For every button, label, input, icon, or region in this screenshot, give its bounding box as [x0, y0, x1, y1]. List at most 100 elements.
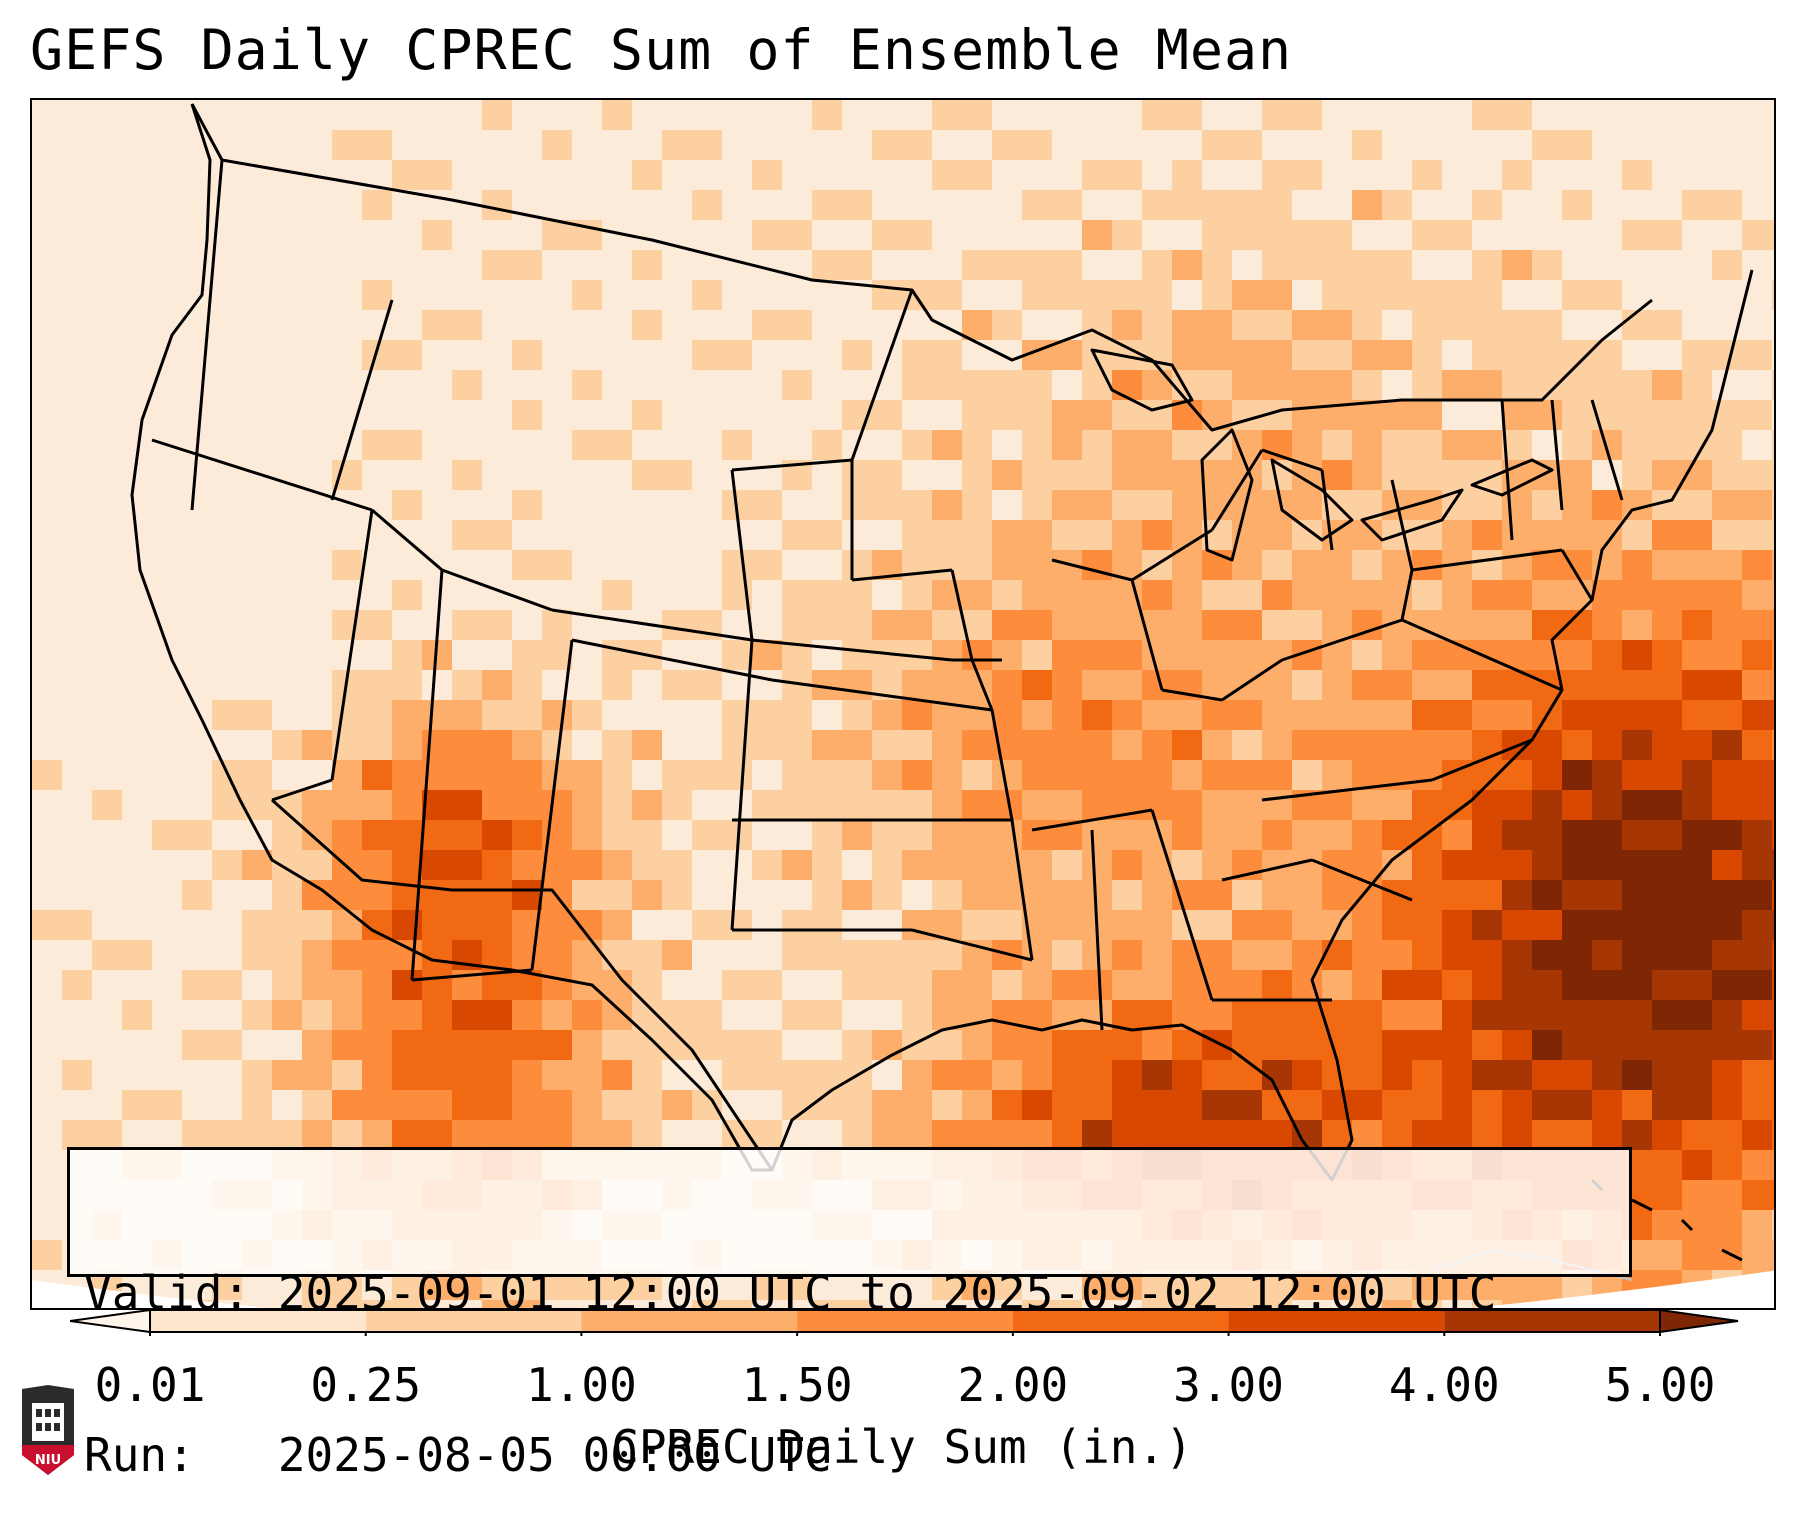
precip-cell — [692, 1300, 722, 1308]
precip-cell — [1412, 1060, 1442, 1090]
precip-cell — [1112, 940, 1142, 970]
precip-cell — [572, 760, 602, 790]
precip-cell — [1652, 820, 1682, 850]
precip-cell — [1142, 190, 1172, 220]
colorbar-label: CPREC Daily Sum (in.) — [611, 1420, 1193, 1474]
precip-cell — [1442, 580, 1472, 610]
precip-cell — [1232, 1000, 1262, 1030]
precip-cell — [842, 1120, 872, 1150]
precip-cell — [1742, 1120, 1772, 1150]
precip-cell — [812, 760, 842, 790]
precip-cell — [242, 1120, 272, 1150]
precip-cell — [1742, 820, 1772, 850]
precip-cell — [1532, 1090, 1562, 1120]
precip-cell — [992, 820, 1022, 850]
precip-cell — [1682, 880, 1712, 910]
precip-cell — [1202, 700, 1232, 730]
precip-cell — [1592, 1120, 1622, 1150]
precip-cell — [122, 1000, 152, 1030]
precip-cell — [1502, 940, 1532, 970]
precip-cell — [272, 880, 302, 910]
precip-cell — [572, 820, 602, 850]
precip-cell — [902, 580, 932, 610]
precip-cell — [1682, 1090, 1712, 1120]
precip-cell — [362, 1300, 392, 1308]
precip-cell — [1082, 550, 1112, 580]
precip-cell — [1742, 700, 1772, 730]
precip-cell — [902, 490, 932, 520]
precip-cell — [782, 760, 812, 790]
precip-cell — [302, 1120, 332, 1150]
precip-cell — [602, 430, 632, 460]
precip-cell — [782, 730, 812, 760]
precip-cell — [332, 550, 362, 580]
precip-cell — [362, 730, 392, 760]
precip-cell — [1562, 910, 1592, 940]
precip-cell — [1292, 760, 1322, 790]
precip-cell — [1292, 910, 1322, 940]
precip-cell — [572, 1060, 602, 1090]
precip-cell — [1292, 220, 1322, 250]
precip-cell — [1142, 700, 1172, 730]
precip-cell — [302, 1060, 332, 1090]
precip-cell — [452, 880, 482, 910]
precip-cell — [1022, 1120, 1052, 1150]
precip-cell — [1712, 550, 1742, 580]
precip-cell — [1502, 250, 1532, 280]
precip-cell — [902, 1090, 932, 1120]
precip-cell — [572, 280, 602, 310]
precip-cell — [602, 850, 632, 880]
precip-cell — [512, 670, 542, 700]
precip-cell — [1352, 820, 1382, 850]
precip-cell — [812, 940, 842, 970]
precip-cell — [512, 640, 542, 670]
precip-cell — [1622, 1030, 1652, 1060]
precip-cell — [1532, 580, 1562, 610]
precip-cell — [1532, 490, 1562, 520]
precip-cell — [452, 1090, 482, 1120]
precip-cell — [422, 220, 452, 250]
precip-cell — [1292, 400, 1322, 430]
precip-cell — [1442, 610, 1472, 640]
precip-cell — [722, 550, 752, 580]
precip-cell — [962, 640, 992, 670]
precip-cell — [1472, 1060, 1502, 1090]
precip-cell — [1682, 700, 1712, 730]
precip-cell — [362, 940, 392, 970]
precip-cell — [1382, 190, 1412, 220]
precip-cell — [1202, 580, 1232, 610]
precip-cell — [302, 1000, 332, 1030]
precip-cell — [1592, 850, 1622, 880]
precip-cell — [212, 970, 242, 1000]
precip-cell — [602, 670, 632, 700]
precip-cell — [1052, 190, 1082, 220]
precip-cell — [1652, 910, 1682, 940]
precip-cell — [1142, 880, 1172, 910]
precip-cell — [1652, 520, 1682, 550]
precip-cell — [602, 580, 632, 610]
precip-cell — [1592, 370, 1622, 400]
precip-cell — [572, 1120, 602, 1150]
colorbar-extend-max — [1659, 1308, 1739, 1334]
colorbar — [70, 1308, 1739, 1336]
precip-cell — [1202, 190, 1232, 220]
precip-cell — [1592, 910, 1622, 940]
precip-cell — [182, 820, 212, 850]
precip-cell — [1382, 430, 1412, 460]
precip-cell — [542, 550, 572, 580]
precip-cell — [1232, 760, 1262, 790]
precip-cell — [812, 1060, 842, 1090]
precip-cell — [1172, 550, 1202, 580]
precip-cell — [332, 1000, 362, 1030]
precip-cell — [1262, 340, 1292, 370]
precip-cell — [1112, 1060, 1142, 1090]
precip-cell — [1052, 400, 1082, 430]
precip-cell — [1652, 310, 1682, 340]
precip-cell — [1412, 1000, 1442, 1030]
precip-cell — [1562, 1090, 1592, 1120]
precip-cell — [1562, 730, 1592, 760]
precip-cell — [1082, 280, 1112, 310]
precip-cell — [692, 280, 722, 310]
precip-cell — [392, 790, 422, 820]
precip-cell — [1742, 670, 1772, 700]
